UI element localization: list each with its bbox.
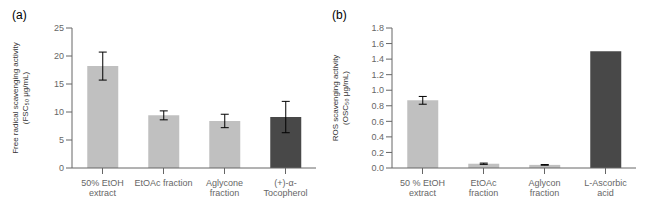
svg-text:5: 5 xyxy=(59,135,64,145)
svg-text:(OSC₅₀ μg/mL): (OSC₅₀ μg/mL) xyxy=(341,71,350,125)
svg-text:1.2: 1.2 xyxy=(371,70,384,80)
svg-text:1.0: 1.0 xyxy=(371,85,384,95)
svg-text:25: 25 xyxy=(54,23,64,33)
svg-text:0.2: 0.2 xyxy=(371,148,384,158)
svg-text:Aglyconfraction: Aglyconfraction xyxy=(528,178,560,198)
svg-text:0.6: 0.6 xyxy=(371,117,384,127)
svg-text:EtOAcfraction: EtOAcfraction xyxy=(469,178,499,198)
svg-text:Aglyconefraction: Aglyconefraction xyxy=(206,178,243,198)
svg-text:1.4: 1.4 xyxy=(371,54,384,64)
html-text:(a): (a) xyxy=(12,8,27,22)
svg-text:0.8: 0.8 xyxy=(371,101,384,111)
svg-text:1.8: 1.8 xyxy=(371,23,384,33)
svg-text:ROS scavenging activity: ROS scavenging activity xyxy=(331,55,340,142)
svg-text:50 % EtOHextract: 50 % EtOHextract xyxy=(400,178,445,198)
svg-text:1.6: 1.6 xyxy=(371,39,384,49)
svg-text:50% EtOHextract: 50% EtOHextract xyxy=(81,178,124,198)
svg-text:Free radical scavenging activi: Free radical scavenging activity xyxy=(11,42,20,154)
svg-text:(+)-α-Tocopherol: (+)-α-Tocopherol xyxy=(263,178,307,198)
svg-text:(FSC₅₀ μg/mL): (FSC₅₀ μg/mL) xyxy=(21,71,30,124)
svg-text:0.0: 0.0 xyxy=(371,163,384,173)
svg-text:20: 20 xyxy=(54,51,64,61)
svg-text:L-Ascorbicacid: L-Ascorbicacid xyxy=(584,178,627,198)
svg-text:15: 15 xyxy=(54,79,64,89)
svg-text:10: 10 xyxy=(54,107,64,117)
html-text:(b): (b) xyxy=(332,8,347,22)
svg-text:EtOAc fraction: EtOAc fraction xyxy=(134,178,192,188)
svg-text:0: 0 xyxy=(59,163,64,173)
svg-text:0.4: 0.4 xyxy=(371,132,384,142)
